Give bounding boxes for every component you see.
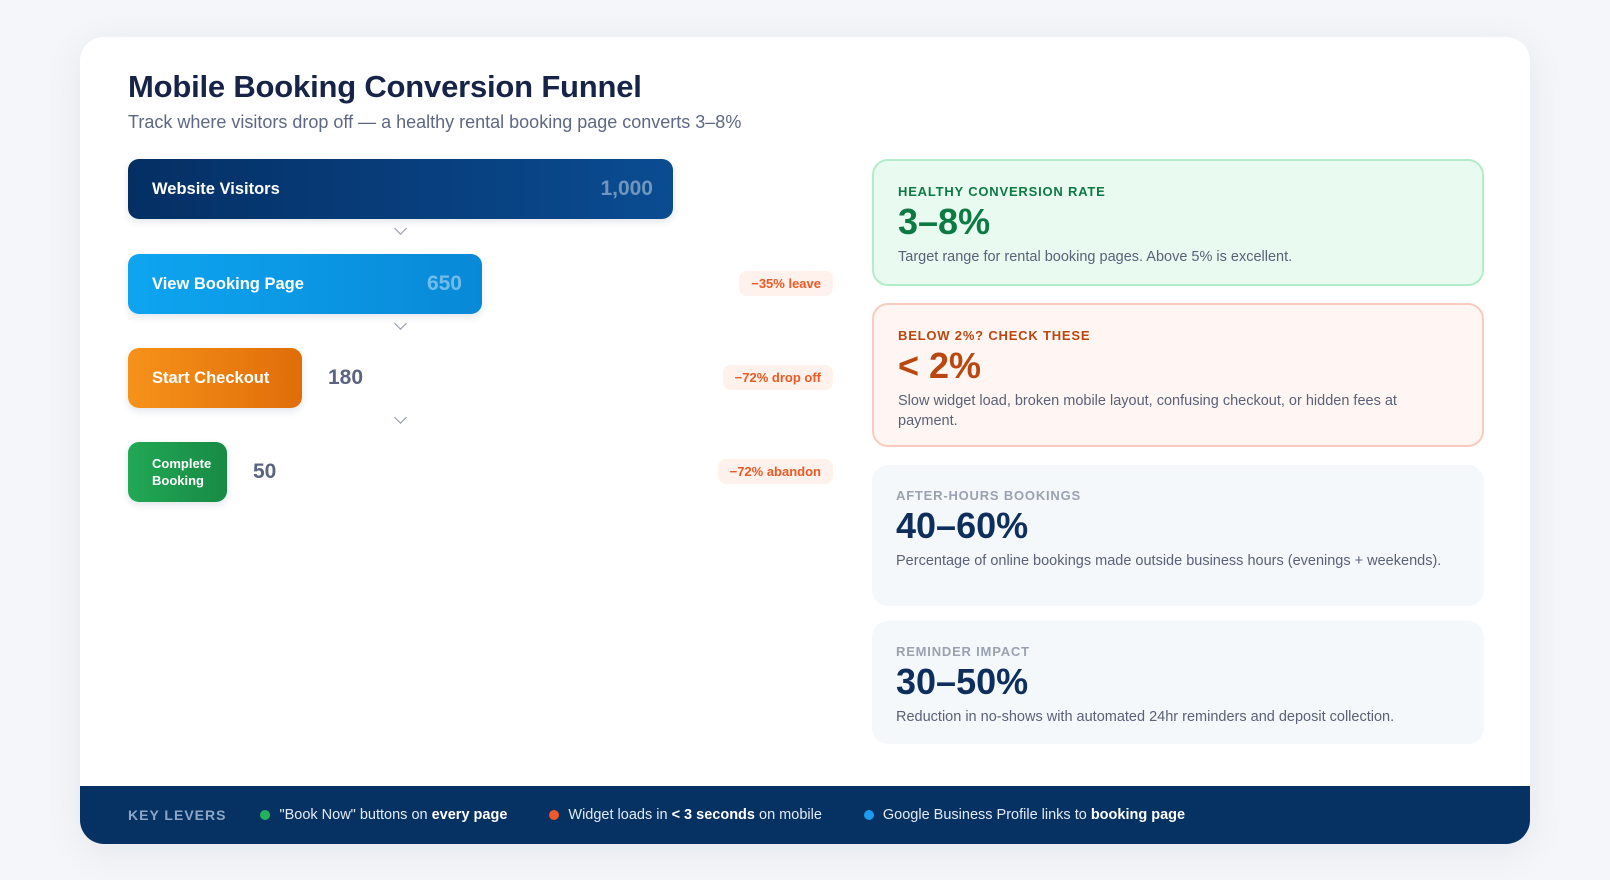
stage-label: View Booking Page [152,274,304,293]
funnel-card: Mobile Booking Conversion Funnel Track w… [80,37,1530,844]
stage-label: Start Checkout [152,368,270,387]
lever-bold: booking page [1090,807,1186,823]
drop-badge: −35% leave [739,271,833,296]
stat-desc: Target range for rental booking pages. A… [898,249,1293,265]
lever-item: Widget loads in < 3 seconds on mobile [549,807,822,823]
funnel-stage-view-booking: View Booking Page 650 [128,254,482,314]
blue-dot-icon [863,810,874,820]
stage-value: 180 [328,366,364,389]
stat-card-after-hours: AFTER-HOURS BOOKINGS 40–60% Percentage o… [872,465,1484,606]
stat-desc: Slow widget load, broken mobile layout, … [898,393,1397,429]
orange-dot-icon [549,810,560,820]
chevron-down-icon [394,222,407,235]
drop-badge: −72% abandon [717,459,833,484]
funnel-stage-complete: Complete Booking 50 [128,442,276,502]
stat-card-reminder-impact: REMINDER IMPACT 30–50% Reduction in no-s… [872,621,1484,744]
lever-item: Google Business Profile links to booking… [863,807,1186,823]
page-subtitle: Track where visitors drop off — a health… [128,112,742,132]
stat-card-below-2: BELOW 2%? CHECK THESE < 2% Slow widget l… [872,303,1484,447]
lever-text: Widget loads in [568,807,668,823]
stat-label: REMINDER IMPACT [896,644,1030,659]
green-dot-icon [260,810,271,820]
funnel-bar[interactable]: View Booking Page 650 [128,254,482,314]
stat-value: < 2% [898,345,982,386]
lever-bold: < 3 seconds [671,807,755,823]
stage-value: 50 [253,460,277,483]
stat-label: AFTER-HOURS BOOKINGS [896,488,1081,503]
stat-value: 30–50% [896,661,1029,702]
stage-label-line1: Complete [152,456,212,471]
lever-item: "Book Now" buttons on every page [260,807,507,823]
stat-label: BELOW 2%? CHECK THESE [898,328,1091,343]
funnel-stage-visitors: Website Visitors 1,000 [128,159,673,219]
stage-label: Website Visitors [152,179,280,198]
funnel-bar[interactable]: Website Visitors 1,000 [128,159,673,219]
stat-value: 40–60% [896,505,1029,546]
chevron-down-icon [394,317,407,330]
key-levers-footer: KEY LEVERS "Book Now" buttons on every p… [80,786,1530,844]
stage-label: Complete Booking [152,455,211,489]
stage-value: 1,000 [600,177,653,200]
funnel-chart: Website Visitors 1,000 View Booking Page… [128,159,833,519]
funnel-stage-checkout: Start Checkout 180 [128,348,363,408]
stat-label: HEALTHY CONVERSION RATE [898,184,1106,199]
stage-label-line2: Booking [152,473,204,488]
drop-badge: −72% drop off [722,365,833,390]
stage-value: 650 [426,272,462,295]
lever-bold: every page [431,807,508,823]
footer-title: KEY LEVERS [128,807,227,823]
page-title: Mobile Booking Conversion Funnel [128,69,642,104]
lever-text: Google Business Profile links to [882,807,1087,823]
stat-desc: Reduction in no-shows with automated 24h… [896,709,1395,725]
lever-text: "Book Now" buttons on [279,807,428,823]
stat-value: 3–8% [898,201,991,242]
lever-after: on mobile [759,807,822,823]
stat-card-healthy-rate: HEALTHY CONVERSION RATE 3–8% Target rang… [872,159,1484,286]
chevron-down-icon [394,411,407,424]
funnel-bar[interactable]: Start Checkout [128,348,302,408]
stat-desc: Percentage of online bookings made outsi… [896,553,1442,569]
funnel-bar[interactable]: Complete Booking [128,442,227,502]
